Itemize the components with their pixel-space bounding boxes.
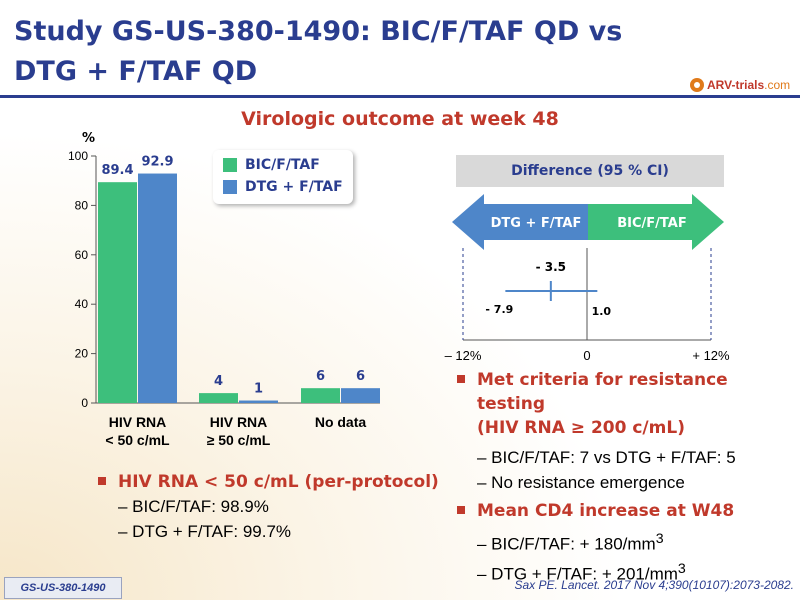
bar-value-label: 6 [316,369,325,384]
legend-label-dtg: DTG + F/TAF [245,179,343,195]
y-tick-label: 60 [75,248,89,262]
bar-value-label: 92.9 [141,155,173,170]
cd4-dtg: – DTG + F/TAF: + 201/mm3 [477,560,686,584]
title-divider [0,95,800,98]
y-tick-label: 0 [81,396,88,410]
left-arrow-label: DTG + F/TAF [491,216,582,231]
per-protocol-heading: HIV RNA < 50 c/mL (per-protocol) [96,470,439,494]
left-arrow-dtg [452,194,588,250]
diff-x-tick-label: + 12% [692,348,730,363]
legend-swatch-bic [223,158,237,172]
title-line-1: Study GS-US-380-1490: BIC/F/TAF QD vs [14,16,623,47]
bar-dtg-2 [341,388,380,403]
bar-dtg-1 [239,400,278,403]
study-tag: GS-US-380-1490 [4,577,122,599]
cd4-heading: Mean CD4 increase at W48 [455,499,800,523]
resistance-heading: Met criteria for resistance testing (HIV … [455,368,800,440]
bar-value-label: 1 [254,382,263,397]
ci-upper-label: 1.0 [592,305,612,318]
arv-trials-logo: ARV-trials.com [690,78,790,92]
y-tick-label: 100 [68,149,88,163]
bar-value-label: 6 [356,369,365,384]
y-tick-label: 20 [75,347,89,361]
legend-item-dtg: DTG + F/TAF [223,176,353,198]
per-protocol-bic: – BIC/F/TAF: 98.9% [118,497,269,516]
x-category-label-line2: ≥ 50 c/mL [207,432,271,448]
legend-item-bic: BIC/F/TAF [223,154,353,176]
citation: Sax PE. Lancet. 2017 Nov 4;390(10107):20… [514,578,794,592]
bar-value-label: 89.4 [101,163,133,178]
right-arrow-label: BIC/F/TAF [617,216,686,231]
x-category-label-line2: < 50 c/mL [105,432,170,448]
slide-title: Study GS-US-380-1490: BIC/F/TAF QD vs DT… [14,12,654,92]
x-category-label-line1: No data [315,414,367,430]
logo-icon [690,78,704,92]
x-category-label-line1: HIV RNA [109,414,167,430]
bar-chart-legend: BIC/F/TAF DTG + F/TAF [213,150,353,204]
resistance-emergence: – No resistance emergence [477,473,685,492]
chart-subtitle: Virologic outcome at week 48 [241,108,559,130]
y-axis-label: % [82,131,95,146]
diff-x-tick-label: – 12% [445,348,482,363]
legend-label-bic: BIC/F/TAF [245,157,320,173]
ci-lower-label: - 7.9 [485,303,513,316]
per-protocol-dtg: – DTG + F/TAF: 99.7% [118,522,292,541]
resistance-cd4-bullets: Met criteria for resistance testing (HIV … [455,368,800,586]
x-category-label-line1: HIV RNA [210,414,268,430]
difference-header: Difference (95 % CI) [456,155,724,187]
right-arrow-bic [588,194,724,250]
y-tick-label: 40 [75,297,89,311]
y-tick-label: 80 [75,198,89,212]
per-protocol-bullets: HIV RNA < 50 c/mL (per-protocol) – BIC/F… [96,470,439,544]
bar-bic-0 [98,182,137,403]
legend-swatch-dtg [223,180,237,194]
bar-dtg-0 [138,173,177,403]
bar-bic-1 [199,393,238,403]
cd4-bic: – BIC/F/TAF: + 180/mm3 [477,531,664,554]
resistance-counts: – BIC/F/TAF: 7 vs DTG + F/TAF: 5 [477,448,736,467]
diff-x-tick-label: 0 [583,348,590,363]
title-line-2: DTG + F/TAF QD [14,56,258,87]
bar-value-label: 4 [214,374,223,389]
point-estimate-label: - 3.5 [536,260,566,274]
virologic-outcome-bar-chart: % 0 20 40 60 80 100 89.4 92.9 HIV RNA < 50 c/mL 4 1 H… [68,131,380,448]
bar-bic-2 [301,388,340,403]
difference-ci-chart: DTG + F/TAF BIC/F/TAF – 12% 0 + 12% - 3.5 - 7.… [445,194,730,363]
